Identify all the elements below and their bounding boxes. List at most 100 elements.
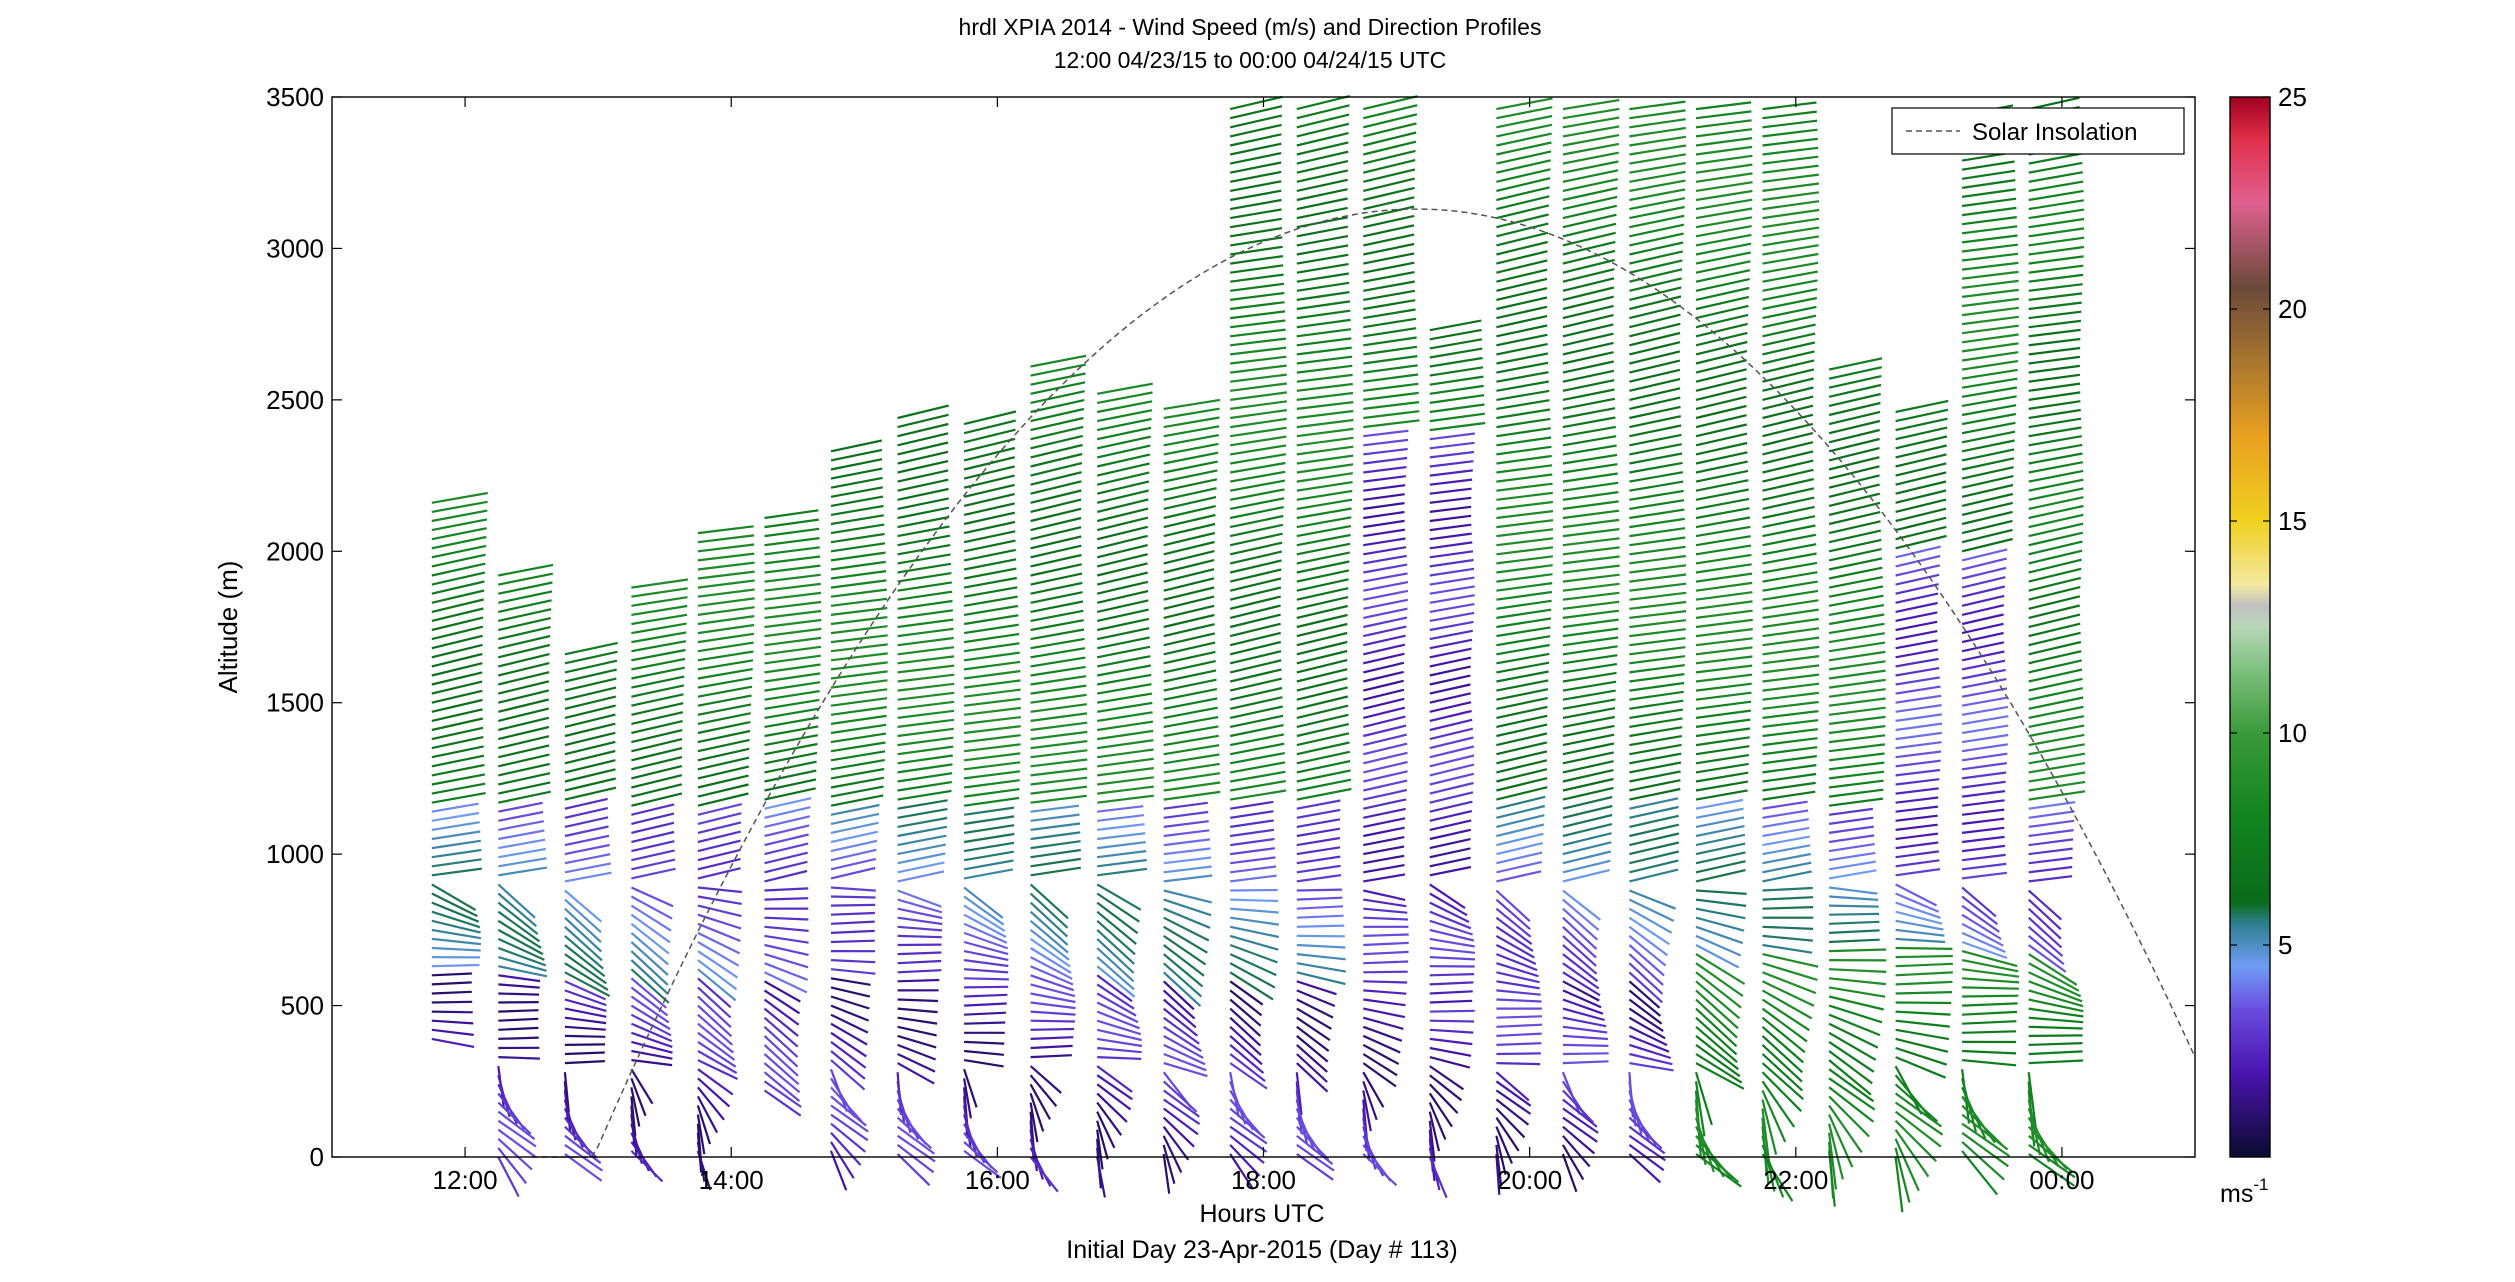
wind-barb	[1030, 1027, 1075, 1031]
wind-barb	[963, 595, 1018, 607]
wind-barb	[897, 709, 955, 719]
wind-barb	[1030, 591, 1083, 604]
wind-barb	[1163, 577, 1215, 592]
wind-barb	[1695, 163, 1753, 174]
wind-barb	[564, 853, 611, 865]
wind-barb	[1296, 272, 1350, 283]
wind-barb	[1961, 844, 2006, 853]
wind-barb	[1296, 337, 1352, 347]
wind-barb	[1229, 742, 1285, 756]
wind-barb	[1496, 599, 1552, 610]
x-tick-label: 00:00	[2029, 1165, 2094, 1195]
wind-barb	[431, 562, 486, 577]
wind-barb	[1828, 1031, 1877, 1061]
wind-barb	[1695, 1035, 1739, 1071]
wind-barb	[1363, 502, 1405, 510]
wind-barb	[1230, 828, 1275, 838]
wind-barb	[630, 895, 673, 920]
wind-barb	[1695, 980, 1741, 1020]
wind-barb	[1562, 591, 1620, 601]
wind-barb	[1828, 357, 1883, 371]
wind-barb	[631, 821, 675, 834]
wind-barb	[897, 682, 955, 692]
wind-barb	[830, 551, 886, 562]
wind-barb	[630, 932, 670, 966]
wind-barb	[1163, 1007, 1199, 1037]
wind-barb	[697, 821, 742, 834]
wind-barb	[897, 655, 955, 665]
wind-barb	[431, 858, 482, 868]
wind-barb	[1163, 762, 1220, 774]
wind-barb	[2027, 898, 2062, 931]
wind-barb	[1296, 253, 1349, 265]
wind-barb	[1762, 737, 1818, 747]
wind-barb	[2028, 935, 2065, 966]
wind-barb	[1428, 1120, 1436, 1162]
wind-barb	[1762, 413, 1814, 429]
wind-barb	[830, 625, 888, 635]
wind-barb	[1629, 610, 1687, 619]
wind-barb	[830, 504, 884, 516]
wind-barb	[897, 700, 955, 710]
wind-barb	[498, 626, 551, 641]
wind-barb	[1961, 216, 2017, 226]
wind-barb	[697, 703, 752, 716]
y-tick-label: 2000	[266, 536, 324, 566]
wind-barb	[764, 681, 821, 692]
wind-barb	[1828, 1040, 1875, 1073]
wind-barb	[1230, 907, 1279, 914]
wind-barb	[1895, 937, 1946, 944]
wind-barb	[1562, 962, 1600, 990]
wind-barb	[1496, 141, 1552, 156]
wind-barb	[1762, 137, 1818, 147]
wind-barb	[1762, 341, 1816, 356]
wind-barb	[564, 1153, 603, 1182]
wind-barb	[1562, 416, 1616, 429]
wind-barb	[1030, 983, 1076, 998]
wind-barb	[564, 935, 604, 970]
wind-barb	[896, 1125, 936, 1155]
wind-barb	[1762, 800, 1808, 810]
wind-barb	[1363, 261, 1415, 274]
wind-barb	[1562, 663, 1618, 674]
wind-barb	[1363, 889, 1406, 901]
wind-barb	[1096, 664, 1152, 677]
wind-barb	[1895, 592, 1939, 604]
wind-barb	[1429, 505, 1472, 513]
wind-barb	[1096, 507, 1149, 523]
wind-barb	[1762, 404, 1814, 420]
wind-barb	[1496, 436, 1552, 447]
wind-barb	[1296, 896, 1343, 901]
wind-barb	[1296, 95, 1351, 111]
wind-barb	[498, 634, 551, 650]
wind-barb	[1496, 352, 1549, 365]
wind-barb	[1695, 944, 1740, 969]
wind-barb	[1429, 638, 1473, 650]
wind-barb	[764, 934, 809, 944]
wind-barb	[1828, 604, 1885, 616]
wind-barb	[2028, 301, 2082, 311]
wind-barb	[1562, 314, 1614, 329]
wind-barb	[764, 509, 819, 520]
wind-barb	[1496, 259, 1548, 274]
wind-barb	[1762, 746, 1818, 756]
wind-barb	[1296, 427, 1354, 438]
wind-barb	[1695, 469, 1749, 483]
wind-barb	[1562, 859, 1611, 874]
wind-barb	[697, 606, 755, 616]
wind-barb	[1562, 689, 1616, 701]
wind-barb	[1628, 889, 1677, 910]
wind-barb	[1762, 571, 1818, 583]
wind-barb	[1030, 425, 1084, 441]
wind-barb	[1362, 1025, 1403, 1042]
wind-barb	[830, 920, 875, 925]
wind-barb	[497, 1119, 537, 1148]
wind-barb	[697, 738, 750, 753]
wind-barb	[2028, 687, 2084, 701]
wind-barb	[498, 790, 551, 804]
wind-barb	[1429, 366, 1484, 377]
wind-barb	[1163, 425, 1220, 438]
wind-barb	[1828, 1022, 1879, 1049]
wind-barb	[1895, 489, 1947, 504]
wind-barb	[564, 1025, 606, 1031]
